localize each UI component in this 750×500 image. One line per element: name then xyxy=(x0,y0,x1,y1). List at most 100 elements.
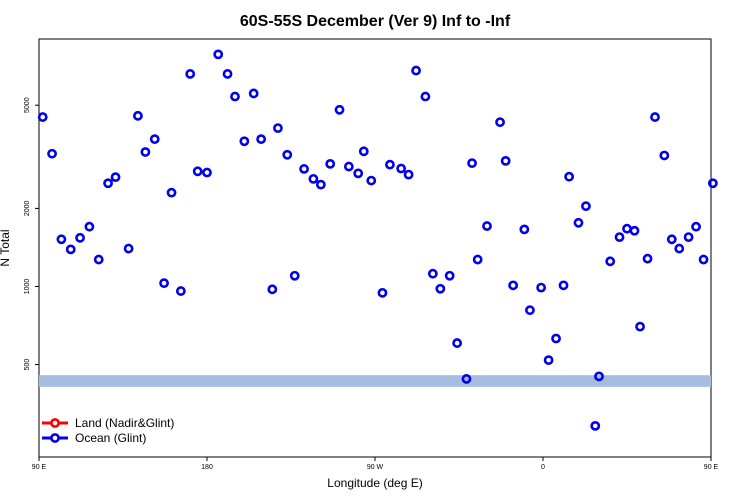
data-point xyxy=(642,253,653,264)
data-point xyxy=(461,374,472,384)
data-point xyxy=(358,146,369,157)
plot-frame xyxy=(38,38,712,458)
data-point xyxy=(707,178,718,189)
data-point xyxy=(650,112,660,122)
data-point xyxy=(525,305,535,316)
data-point xyxy=(396,163,407,174)
x-axis-ticks: 90 E 180 90 W 0 90 E xyxy=(32,457,719,471)
data-point xyxy=(103,178,113,189)
data-point xyxy=(325,158,336,169)
data-point xyxy=(256,134,267,145)
legend-label: Land (Nadir&Glint) xyxy=(75,416,174,430)
data-point xyxy=(159,278,169,289)
data-point xyxy=(366,175,377,186)
data-point xyxy=(674,243,685,254)
data-point xyxy=(37,112,48,122)
data-point xyxy=(343,161,354,172)
data-point xyxy=(93,254,104,265)
data-point xyxy=(472,254,483,265)
data-point xyxy=(543,355,554,366)
x-axis-label: Longitude (deg E) xyxy=(327,476,422,490)
data-point xyxy=(435,283,446,294)
data-point xyxy=(403,169,414,180)
data-point xyxy=(202,167,212,178)
data-point xyxy=(495,117,505,128)
data-point xyxy=(377,287,388,298)
data-point xyxy=(185,69,196,79)
data-point xyxy=(315,179,326,190)
chart-title: 60S-55S December (Ver 9) Inf to -Inf xyxy=(240,13,511,30)
data-point xyxy=(573,217,584,228)
data-point xyxy=(635,321,645,332)
x-tick-label: 0 xyxy=(541,464,545,471)
legend-item: Land (Nadir&Glint) xyxy=(42,416,174,430)
band-rect xyxy=(39,375,711,387)
data-point xyxy=(420,91,431,102)
data-point xyxy=(84,221,95,232)
x-tick-label: 90 E xyxy=(704,464,719,471)
data-point xyxy=(230,91,240,102)
data-point xyxy=(581,201,591,212)
y-tick-label: 500 xyxy=(24,359,31,371)
data-point xyxy=(558,280,569,291)
y-tick-label: 1000 xyxy=(24,279,31,295)
data-point xyxy=(282,149,293,160)
data-point xyxy=(564,171,575,182)
data-point xyxy=(273,123,283,134)
legend-label: Ocean (Glint) xyxy=(75,431,146,445)
data-point xyxy=(192,166,203,177)
y-axis-label: N Total xyxy=(0,229,12,266)
data-point xyxy=(698,254,709,265)
data-point xyxy=(427,268,438,279)
x-tick-label: 180 xyxy=(201,464,213,471)
data-point xyxy=(222,69,233,79)
data-point xyxy=(56,234,67,245)
data-point xyxy=(594,371,604,382)
data-point xyxy=(299,164,309,174)
data-point xyxy=(551,333,561,344)
y-axis-ticks: 500 1000 2000 5000 xyxy=(24,97,39,370)
data-point xyxy=(47,148,57,159)
data-point xyxy=(75,232,85,243)
data-point xyxy=(133,110,143,121)
legend-marker xyxy=(50,418,60,428)
data-point xyxy=(65,244,76,255)
data-point xyxy=(605,256,616,267)
x-tick-label: 90 E xyxy=(32,464,47,471)
data-point xyxy=(467,158,477,169)
data-point xyxy=(536,282,547,293)
data-point xyxy=(308,173,319,184)
data-point xyxy=(175,286,186,296)
data-point xyxy=(444,270,455,281)
data-point xyxy=(482,221,492,231)
data-point xyxy=(149,134,160,145)
data-point xyxy=(622,223,632,234)
y-tick-label: 2000 xyxy=(24,201,31,217)
data-point xyxy=(683,232,694,243)
data-point xyxy=(500,155,511,166)
data-point xyxy=(110,172,121,183)
data-point xyxy=(411,65,421,76)
data-point xyxy=(452,338,463,348)
x-tick-label: 90 W xyxy=(367,464,384,471)
y-tick-label: 5000 xyxy=(24,97,31,113)
data-point xyxy=(213,49,224,60)
data-point xyxy=(140,147,151,157)
data-point xyxy=(267,284,278,295)
data-point xyxy=(239,136,250,147)
data-point xyxy=(629,225,640,236)
data-point xyxy=(508,280,519,291)
data-point xyxy=(519,224,530,235)
reference-band xyxy=(39,375,711,387)
data-point xyxy=(289,270,300,281)
data-point xyxy=(666,234,677,245)
data-point xyxy=(590,420,601,431)
data-point xyxy=(659,150,670,161)
data-point xyxy=(691,221,701,232)
data-point xyxy=(385,159,395,170)
legend: Land (Nadir&Glint)Ocean (Glint) xyxy=(42,416,174,445)
legend-marker xyxy=(50,433,60,443)
data-point xyxy=(353,168,364,179)
data-point xyxy=(248,88,259,99)
